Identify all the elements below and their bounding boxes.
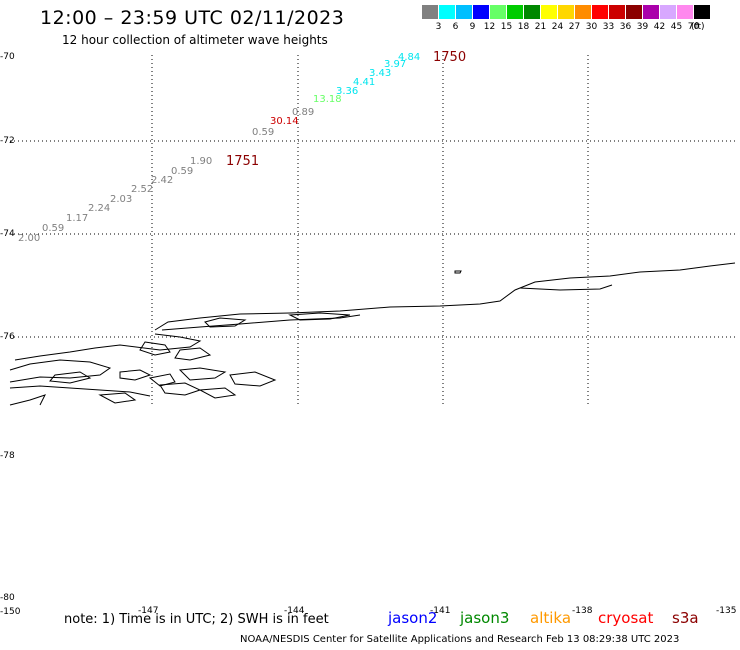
graticule [10, 55, 735, 405]
swh-observation-label: 2.00 [18, 233, 40, 244]
legend-label: 9 [469, 22, 476, 32]
credit-line: NOAA/NESDIS Center for Satellite Applica… [240, 634, 680, 645]
legend-unit: (ft) [691, 22, 705, 32]
page-subtitle: 12 hour collection of altimeter wave hei… [62, 33, 328, 47]
legend-swatch [626, 5, 643, 19]
swh-observation-label: 2.24 [88, 203, 110, 214]
legend-label: 70 [687, 22, 700, 32]
legend-label: 15 [500, 22, 513, 32]
legend-swatch [677, 5, 694, 19]
legend-swatch [473, 5, 490, 19]
lat-label: -74 [0, 229, 15, 239]
legend-label: 12 [483, 22, 496, 32]
legend-swatch [507, 5, 524, 19]
legend-swatch [524, 5, 541, 19]
satellite-jason3: jason3 [460, 609, 510, 627]
swh-observation-label: 3.36 [336, 86, 358, 97]
pass-labels: 1750 1751 [226, 50, 466, 169]
footnote: note: 1) Time is in UTC; 2) SWH is in fe… [64, 612, 329, 627]
swh-observation-label: 0.89 [292, 107, 314, 118]
lat-label: -72 [0, 136, 15, 146]
legend-label: 6 [452, 22, 459, 32]
swh-observation-label: 1.17 [66, 213, 88, 224]
swh-observation-label: 4.41 [353, 77, 375, 88]
legend-label: 30 [585, 22, 598, 32]
legend-swatch [609, 5, 626, 19]
lon-label: -135 [716, 606, 737, 616]
swh-observation-label: 13.18 [313, 94, 342, 105]
legend-label: 3 [435, 22, 442, 32]
lat-label: -76 [0, 332, 15, 342]
legend-swatch [422, 5, 439, 19]
lon-label: -141 [430, 606, 451, 616]
lat-label: -78 [0, 451, 15, 461]
legend-label: 39 [636, 22, 649, 32]
satellite-altika: altika [530, 609, 572, 627]
lon-label: -144 [284, 606, 305, 616]
swh-observation-label: 2.52 [131, 184, 153, 195]
pass-time-label: 1750 [433, 50, 466, 65]
swh-observation-label: 30.14 [270, 116, 299, 127]
lon-label: -150 [0, 607, 21, 617]
legend-label: 45 [670, 22, 683, 32]
legend-swatch [541, 5, 558, 19]
legend-label: 36 [619, 22, 632, 32]
lat-label: -70 [0, 52, 15, 62]
legend-label: 21 [534, 22, 547, 32]
legend-swatch [439, 5, 456, 19]
legend-label: 33 [602, 22, 615, 32]
legend-label: 42 [653, 22, 666, 32]
satellite-jason2: jason2 [388, 609, 438, 627]
lat-label: -80 [0, 593, 15, 603]
legend-label: 18 [517, 22, 530, 32]
swh-observation-label: 3.43 [369, 68, 391, 79]
legend-swatch [643, 5, 660, 19]
observation-labels: 4.843.973.434.413.3613.180.8930.140.591.… [18, 52, 420, 244]
legend-swatch [694, 5, 711, 19]
pass-time-label: 1751 [226, 154, 259, 169]
swh-observation-label: 0.59 [171, 166, 193, 177]
legend-swatch [456, 5, 473, 19]
swh-observation-label: 4.84 [398, 52, 420, 63]
legend-label: 27 [568, 22, 581, 32]
legend-label: 24 [551, 22, 564, 32]
legend-swatch [660, 5, 677, 19]
swh-observation-label: 1.90 [190, 156, 212, 167]
coastline [9, 262, 736, 406]
legend-swatch [558, 5, 575, 19]
legend-swatch [490, 5, 507, 19]
swh-observation-label: 3.97 [384, 59, 406, 70]
legend-swatch [592, 5, 609, 19]
swh-observation-label: 2.03 [110, 194, 132, 205]
lon-label: -138 [572, 606, 593, 616]
lon-label: -147 [138, 606, 159, 616]
satellite-cryosat: cryosat [598, 609, 654, 627]
swh-observation-label: 0.59 [42, 223, 64, 234]
swh-observation-label: 0.59 [252, 127, 274, 138]
page-title: 12:00 – 23:59 UTC 02/11/2023 [40, 7, 345, 29]
swh-observation-label: 2.42 [151, 175, 173, 186]
satellite-s3a: s3a [672, 609, 699, 627]
legend-swatch [575, 5, 592, 19]
